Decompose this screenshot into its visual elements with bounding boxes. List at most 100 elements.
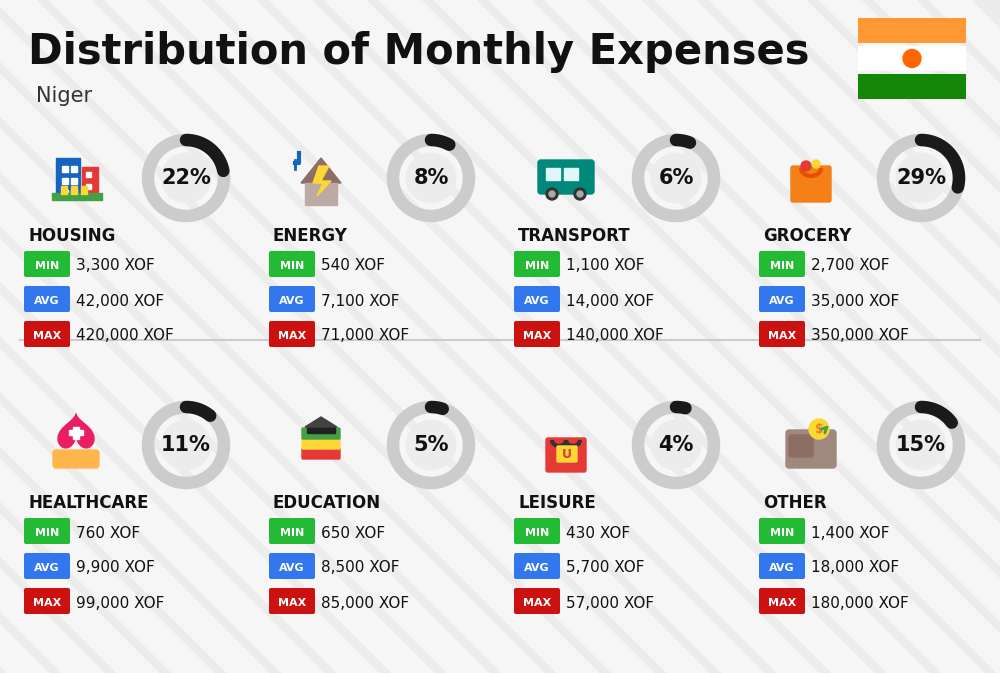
FancyBboxPatch shape bbox=[514, 553, 560, 579]
Bar bbox=[82, 168, 98, 197]
Text: 420,000 XOF: 420,000 XOF bbox=[76, 328, 174, 343]
FancyBboxPatch shape bbox=[759, 321, 805, 347]
Circle shape bbox=[546, 188, 558, 200]
Text: 5%: 5% bbox=[413, 435, 449, 455]
FancyBboxPatch shape bbox=[514, 518, 560, 544]
Circle shape bbox=[406, 421, 456, 470]
Text: 99,000 XOF: 99,000 XOF bbox=[76, 596, 164, 610]
FancyBboxPatch shape bbox=[269, 553, 315, 579]
FancyBboxPatch shape bbox=[546, 438, 586, 472]
Bar bbox=[62, 190, 68, 196]
FancyBboxPatch shape bbox=[269, 321, 315, 347]
Bar bbox=[69, 430, 83, 435]
Circle shape bbox=[801, 161, 811, 171]
Circle shape bbox=[903, 50, 921, 67]
Text: HOUSING: HOUSING bbox=[28, 227, 115, 245]
Polygon shape bbox=[58, 414, 94, 448]
FancyBboxPatch shape bbox=[514, 286, 560, 312]
Text: MIN: MIN bbox=[280, 261, 304, 271]
Polygon shape bbox=[305, 417, 337, 427]
FancyBboxPatch shape bbox=[24, 588, 70, 614]
Text: 4%: 4% bbox=[658, 435, 694, 455]
Bar bbox=[81, 186, 87, 194]
Text: AVG: AVG bbox=[34, 296, 60, 306]
Text: 85,000 XOF: 85,000 XOF bbox=[321, 596, 409, 610]
Circle shape bbox=[406, 153, 456, 203]
FancyBboxPatch shape bbox=[269, 251, 315, 277]
Bar bbox=[71, 186, 77, 194]
FancyBboxPatch shape bbox=[791, 166, 831, 202]
Text: AVG: AVG bbox=[769, 563, 795, 573]
FancyBboxPatch shape bbox=[24, 553, 70, 579]
Polygon shape bbox=[809, 164, 817, 167]
Text: 7,100 XOF: 7,100 XOF bbox=[321, 293, 400, 308]
Text: 18,000 XOF: 18,000 XOF bbox=[811, 561, 899, 575]
Text: Distribution of Monthly Expenses: Distribution of Monthly Expenses bbox=[28, 31, 810, 73]
FancyBboxPatch shape bbox=[24, 286, 70, 312]
Circle shape bbox=[161, 421, 211, 470]
Bar bbox=[52, 193, 102, 201]
Text: 140,000 XOF: 140,000 XOF bbox=[566, 328, 664, 343]
FancyBboxPatch shape bbox=[759, 518, 805, 544]
FancyBboxPatch shape bbox=[858, 18, 966, 43]
FancyBboxPatch shape bbox=[302, 428, 340, 439]
Circle shape bbox=[651, 153, 701, 203]
Text: 650 XOF: 650 XOF bbox=[321, 526, 385, 540]
FancyBboxPatch shape bbox=[269, 286, 315, 312]
FancyBboxPatch shape bbox=[269, 588, 315, 614]
Text: 180,000 XOF: 180,000 XOF bbox=[811, 596, 909, 610]
Polygon shape bbox=[313, 166, 331, 196]
Text: 15%: 15% bbox=[896, 435, 946, 455]
Bar bbox=[86, 184, 91, 189]
FancyBboxPatch shape bbox=[759, 286, 805, 312]
Text: 8,500 XOF: 8,500 XOF bbox=[321, 561, 400, 575]
Text: MAX: MAX bbox=[768, 331, 796, 341]
Text: 5,700 XOF: 5,700 XOF bbox=[566, 561, 644, 575]
Polygon shape bbox=[805, 164, 813, 167]
Text: MIN: MIN bbox=[35, 261, 59, 271]
Bar bbox=[71, 190, 77, 196]
FancyBboxPatch shape bbox=[302, 448, 340, 459]
Text: 8%: 8% bbox=[413, 168, 449, 188]
FancyBboxPatch shape bbox=[24, 518, 70, 544]
FancyBboxPatch shape bbox=[759, 251, 805, 277]
Text: MAX: MAX bbox=[278, 331, 306, 341]
Text: MAX: MAX bbox=[33, 331, 61, 341]
Text: AVG: AVG bbox=[524, 296, 550, 306]
Text: MIN: MIN bbox=[525, 261, 549, 271]
Text: MAX: MAX bbox=[33, 598, 61, 608]
Text: AVG: AVG bbox=[279, 296, 305, 306]
Text: HEALTHCARE: HEALTHCARE bbox=[28, 494, 148, 512]
FancyBboxPatch shape bbox=[302, 438, 340, 449]
Text: 14,000 XOF: 14,000 XOF bbox=[566, 293, 654, 308]
Text: 3,300 XOF: 3,300 XOF bbox=[76, 258, 155, 273]
Text: AVG: AVG bbox=[34, 563, 60, 573]
FancyBboxPatch shape bbox=[858, 46, 966, 71]
Text: 9,900 XOF: 9,900 XOF bbox=[76, 561, 155, 575]
FancyBboxPatch shape bbox=[24, 251, 70, 277]
Circle shape bbox=[896, 421, 946, 470]
Text: MIN: MIN bbox=[280, 528, 304, 538]
FancyBboxPatch shape bbox=[786, 430, 836, 468]
FancyBboxPatch shape bbox=[858, 74, 966, 99]
Bar bbox=[62, 166, 68, 172]
Text: MAX: MAX bbox=[278, 598, 306, 608]
Text: MIN: MIN bbox=[770, 528, 794, 538]
Text: 29%: 29% bbox=[896, 168, 946, 188]
Text: ENERGY: ENERGY bbox=[273, 227, 348, 245]
FancyBboxPatch shape bbox=[538, 160, 594, 194]
Text: 22%: 22% bbox=[161, 168, 211, 188]
Text: 430 XOF: 430 XOF bbox=[566, 526, 630, 540]
Circle shape bbox=[812, 160, 820, 168]
Text: OTHER: OTHER bbox=[763, 494, 827, 512]
Circle shape bbox=[809, 419, 829, 439]
Bar bbox=[305, 183, 337, 205]
Text: TRANSPORT: TRANSPORT bbox=[518, 227, 631, 245]
Bar bbox=[56, 157, 80, 199]
FancyBboxPatch shape bbox=[789, 435, 813, 457]
Text: EDUCATION: EDUCATION bbox=[273, 494, 381, 512]
Text: 540 XOF: 540 XOF bbox=[321, 258, 385, 273]
FancyBboxPatch shape bbox=[759, 588, 805, 614]
FancyBboxPatch shape bbox=[759, 553, 805, 579]
Polygon shape bbox=[301, 158, 341, 183]
